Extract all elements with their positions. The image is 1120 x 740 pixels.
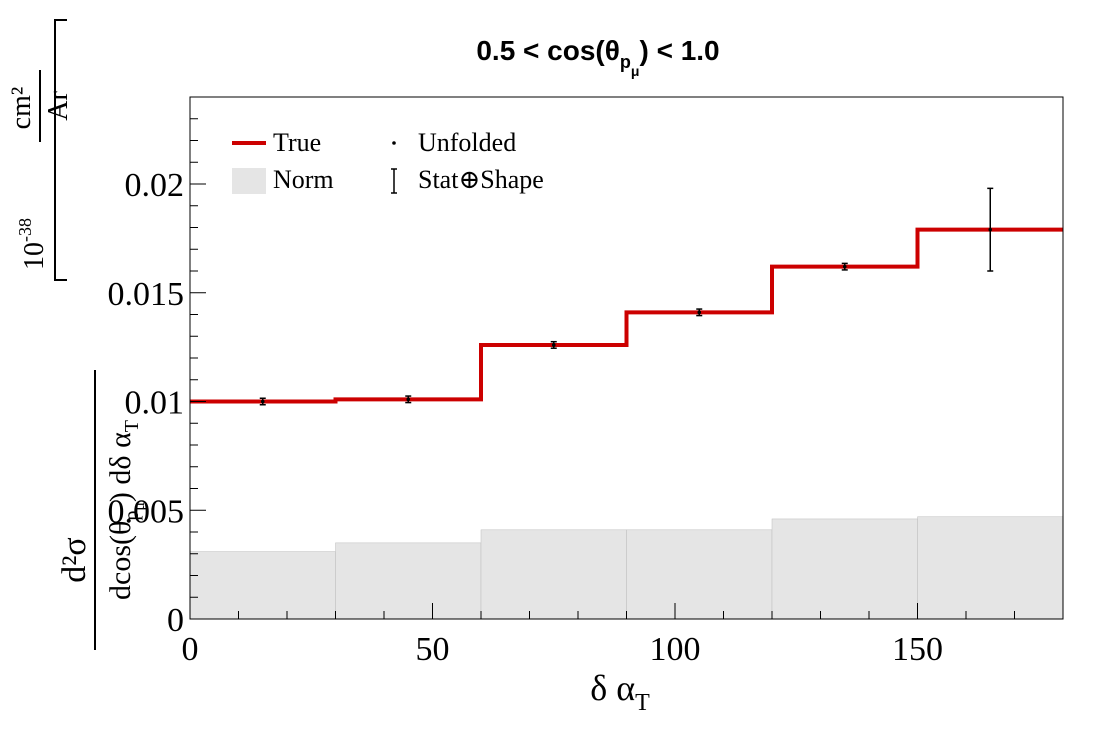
unfolded-point [260, 399, 265, 404]
y-label-unit-prefix: 10-38 [15, 218, 50, 270]
x-tick-label: 100 [650, 631, 701, 668]
y-label-unit-numerator: cm² [6, 87, 37, 130]
x-tick-label: 0 [182, 631, 199, 668]
norm-bar [917, 516, 1064, 620]
x-tick-label: 50 [416, 631, 450, 668]
legend: True Norm Unfolded Stat⊕Shape [232, 128, 544, 194]
y-tick-label: 0.01 [125, 385, 185, 422]
true-step-line [190, 227, 1063, 404]
y-label-unit-bracket-left [54, 19, 67, 281]
legend-errbar-swatch [391, 168, 397, 194]
legend-true-label: True [273, 128, 321, 157]
unfolded-point [406, 397, 411, 402]
norm-bar [771, 518, 918, 620]
norm-bar [335, 542, 482, 620]
norm-bar [189, 551, 336, 620]
y-tick-label: 0.015 [108, 276, 185, 313]
legend-norm-label: Norm [273, 165, 334, 194]
y-tick-label: 0.005 [108, 493, 185, 530]
legend-unfolded-swatch [392, 141, 396, 145]
unfolded-point [697, 310, 702, 315]
legend-norm-swatch [232, 168, 266, 194]
y-tick-label: 0 [167, 602, 184, 639]
legend-unfolded-label: Unfolded [418, 128, 516, 157]
y-label-unit-denominator: Ar [43, 91, 74, 121]
y-label-denominator: dcos(θpμ) dδ αT [104, 420, 148, 600]
y-label-numerator: d²σ [56, 537, 93, 583]
unfolded-point [842, 264, 847, 269]
y-tick-label: 0.02 [125, 167, 185, 204]
unfolded-point [988, 227, 993, 232]
x-tick-label: 150 [892, 631, 943, 668]
chart-title: 0.5 < cos(θpμ) < 1.0 [476, 35, 719, 79]
unfolded-point [551, 343, 556, 347]
norm-bar [480, 529, 627, 620]
norm-bar [626, 529, 773, 620]
x-axis-label: δ αT [590, 668, 650, 716]
axes: 0 50 100 150 0 0.005 0.01 0.015 0.02 [108, 118, 1015, 668]
y-axis-label: d²σ dcos(θpμ) dδ αT 10-38 cm² Ar [6, 19, 148, 650]
plot-area [189, 187, 1064, 620]
legend-errbar-label: Stat⊕Shape [418, 165, 544, 194]
